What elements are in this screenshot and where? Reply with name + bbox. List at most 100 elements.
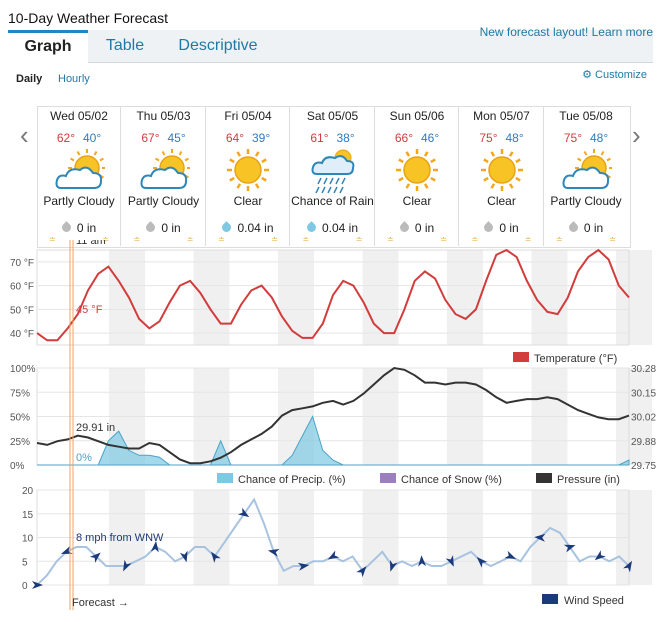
tab-table[interactable]: Table <box>105 37 145 54</box>
day-divider <box>373 106 375 246</box>
partly-cloudy-icon <box>55 149 105 189</box>
wind-arrow-icon <box>150 541 159 553</box>
sunrise-icon: ≐ <box>218 235 225 244</box>
y-tick-label: 60 °F <box>10 282 34 293</box>
day-divider <box>542 106 544 246</box>
customize-button[interactable]: ⚙ Customize <box>582 69 647 81</box>
precip-value: 0.04 in <box>321 221 359 235</box>
cursor-time-label: 11 am <box>76 240 106 247</box>
high-temp: 67° <box>141 131 160 145</box>
next-arrow-icon[interactable]: › <box>632 120 641 150</box>
day-date: Wed 05/02 <box>50 109 108 123</box>
rain-icon <box>311 149 354 194</box>
precip-value: 0.04 in <box>237 221 274 235</box>
temperature-legend-label: Temperature (°F) <box>534 353 617 365</box>
daily-toggle[interactable]: Daily <box>16 73 43 85</box>
prev-arrow-icon[interactable]: ‹ <box>20 120 29 150</box>
precip-amount: 0 in <box>122 221 206 235</box>
sunset-icon: ≐ <box>355 235 363 244</box>
day-temps: 61° 38° <box>291 131 375 145</box>
y-tick-label: 70 °F <box>10 258 34 269</box>
high-temp: 64° <box>225 131 244 145</box>
high-temp: 66° <box>394 131 413 145</box>
high-temp: 75° <box>479 131 498 145</box>
forecast-label: Forecast → <box>72 597 129 609</box>
day-temps: 75° 48° <box>460 131 544 145</box>
sun-icon <box>480 149 523 191</box>
sunset-icon: ≐ <box>609 235 616 244</box>
page-title: 10-Day Weather Forecast <box>8 10 169 26</box>
temperature-readout: 45 °F <box>76 304 103 316</box>
low-temp: 39° <box>252 131 271 145</box>
night-band <box>616 250 652 345</box>
legend-label: Chance of Precip. (%) <box>238 474 346 486</box>
precip-amount: 0.04 in <box>291 221 375 235</box>
wind-arrow-icon <box>123 559 132 572</box>
wind-arrow-icon <box>623 560 632 573</box>
legend-label: Chance of Snow (%) <box>401 474 502 486</box>
wind-arrow-icon <box>211 551 221 563</box>
wind-arrow-icon <box>389 560 398 572</box>
precip-value: 0 in <box>499 221 519 235</box>
day-temps: 66° 46° <box>375 131 459 145</box>
raindrop-icon <box>397 221 411 234</box>
tab-descriptive[interactable]: Descriptive <box>178 37 258 54</box>
raindrop-icon <box>220 221 234 234</box>
day-column[interactable]: Sat 05/05 61° 38° Chance of Rain 0.04 in ≐ ≐ <box>291 106 375 246</box>
day-column[interactable]: Thu 05/03 67° 45° Partly Cloudy 0 in ≐ ≐ <box>122 106 206 246</box>
y-tick-label: 25% <box>10 437 30 448</box>
precip-value: 0 in <box>161 221 181 235</box>
condition-label: Partly Cloudy <box>43 194 115 208</box>
wind-arrow-icon <box>237 507 250 518</box>
condition-label: Clear <box>402 194 432 208</box>
y-tick-label: 50% <box>10 413 30 424</box>
sunrise-icon: ≐ <box>302 235 310 244</box>
wind-arrow-icon <box>563 544 576 553</box>
wind-arrow-icon <box>534 533 546 542</box>
tab-graph[interactable]: Graph <box>8 30 88 63</box>
day-column[interactable]: Sun 05/06 66° 46° Clear 0 in ≐ ≐ <box>375 106 459 246</box>
raindrop-icon <box>305 221 318 234</box>
day-column[interactable]: Fri 05/04 64° 39° Clear 0.04 in ≐ ≐ <box>206 106 290 246</box>
low-temp: 48° <box>505 131 524 145</box>
y-tick-label: 5 <box>22 557 28 568</box>
y-tick-label: 20 <box>22 486 34 497</box>
day-column[interactable]: Mon 05/07 75° 48° Clear 0 in ≐ ≐ <box>460 106 544 246</box>
condition-label: Partly Cloudy <box>550 194 622 208</box>
y-tick-label: 50 °F <box>10 305 34 316</box>
hourly-toggle[interactable]: Hourly <box>58 73 90 85</box>
day-summary-row <box>37 106 631 248</box>
sunset-icon: ≐ <box>186 235 194 244</box>
precip-readout: 0% <box>76 452 92 464</box>
day-date: Sun 05/06 <box>389 109 445 123</box>
night-band <box>278 250 314 345</box>
condition-label: Partly Cloudy <box>127 194 200 208</box>
y-tick-label: 40 °F <box>10 329 34 340</box>
wind-arrow-icon <box>327 550 340 560</box>
raindrop-icon <box>566 221 580 234</box>
wind-legend-label: Wind Speed <box>564 595 624 607</box>
night-band <box>531 250 568 345</box>
y-tick-label: 100% <box>10 364 36 375</box>
learn-more-link[interactable]: New forecast layout! Learn more <box>479 25 653 39</box>
day-divider <box>289 106 290 246</box>
high-temp: 61° <box>310 131 329 145</box>
y2-tick-label: 29.88 <box>631 437 656 448</box>
sunrise-icon: ≐ <box>471 235 479 244</box>
day-column[interactable]: Wed 05/02 62° 40° Partly Cloudy 0 in ≐ ≐ <box>37 106 121 246</box>
wind-arrow-icon <box>356 566 367 578</box>
day-column[interactable]: Tue 05/08 75° 48° Partly Cloudy 0 in ≐ ≐ <box>544 106 628 246</box>
gear-icon: ⚙ <box>582 69 592 81</box>
low-temp: 45° <box>167 131 186 145</box>
sunrise-icon: ≐ <box>133 235 141 244</box>
day-date: Tue 05/08 <box>559 109 613 123</box>
day-divider <box>458 106 459 246</box>
y2-tick-label: 30.15 <box>631 388 656 399</box>
low-temp: 38° <box>336 131 355 145</box>
y2-tick-label: 29.75 <box>631 461 656 472</box>
wind-arrow-icon <box>267 548 280 557</box>
wind-arrow-icon <box>89 552 101 563</box>
day-temps: 67° 45° <box>122 131 206 145</box>
tab-bar <box>8 30 653 63</box>
precip-amount: 0 in <box>460 221 544 235</box>
